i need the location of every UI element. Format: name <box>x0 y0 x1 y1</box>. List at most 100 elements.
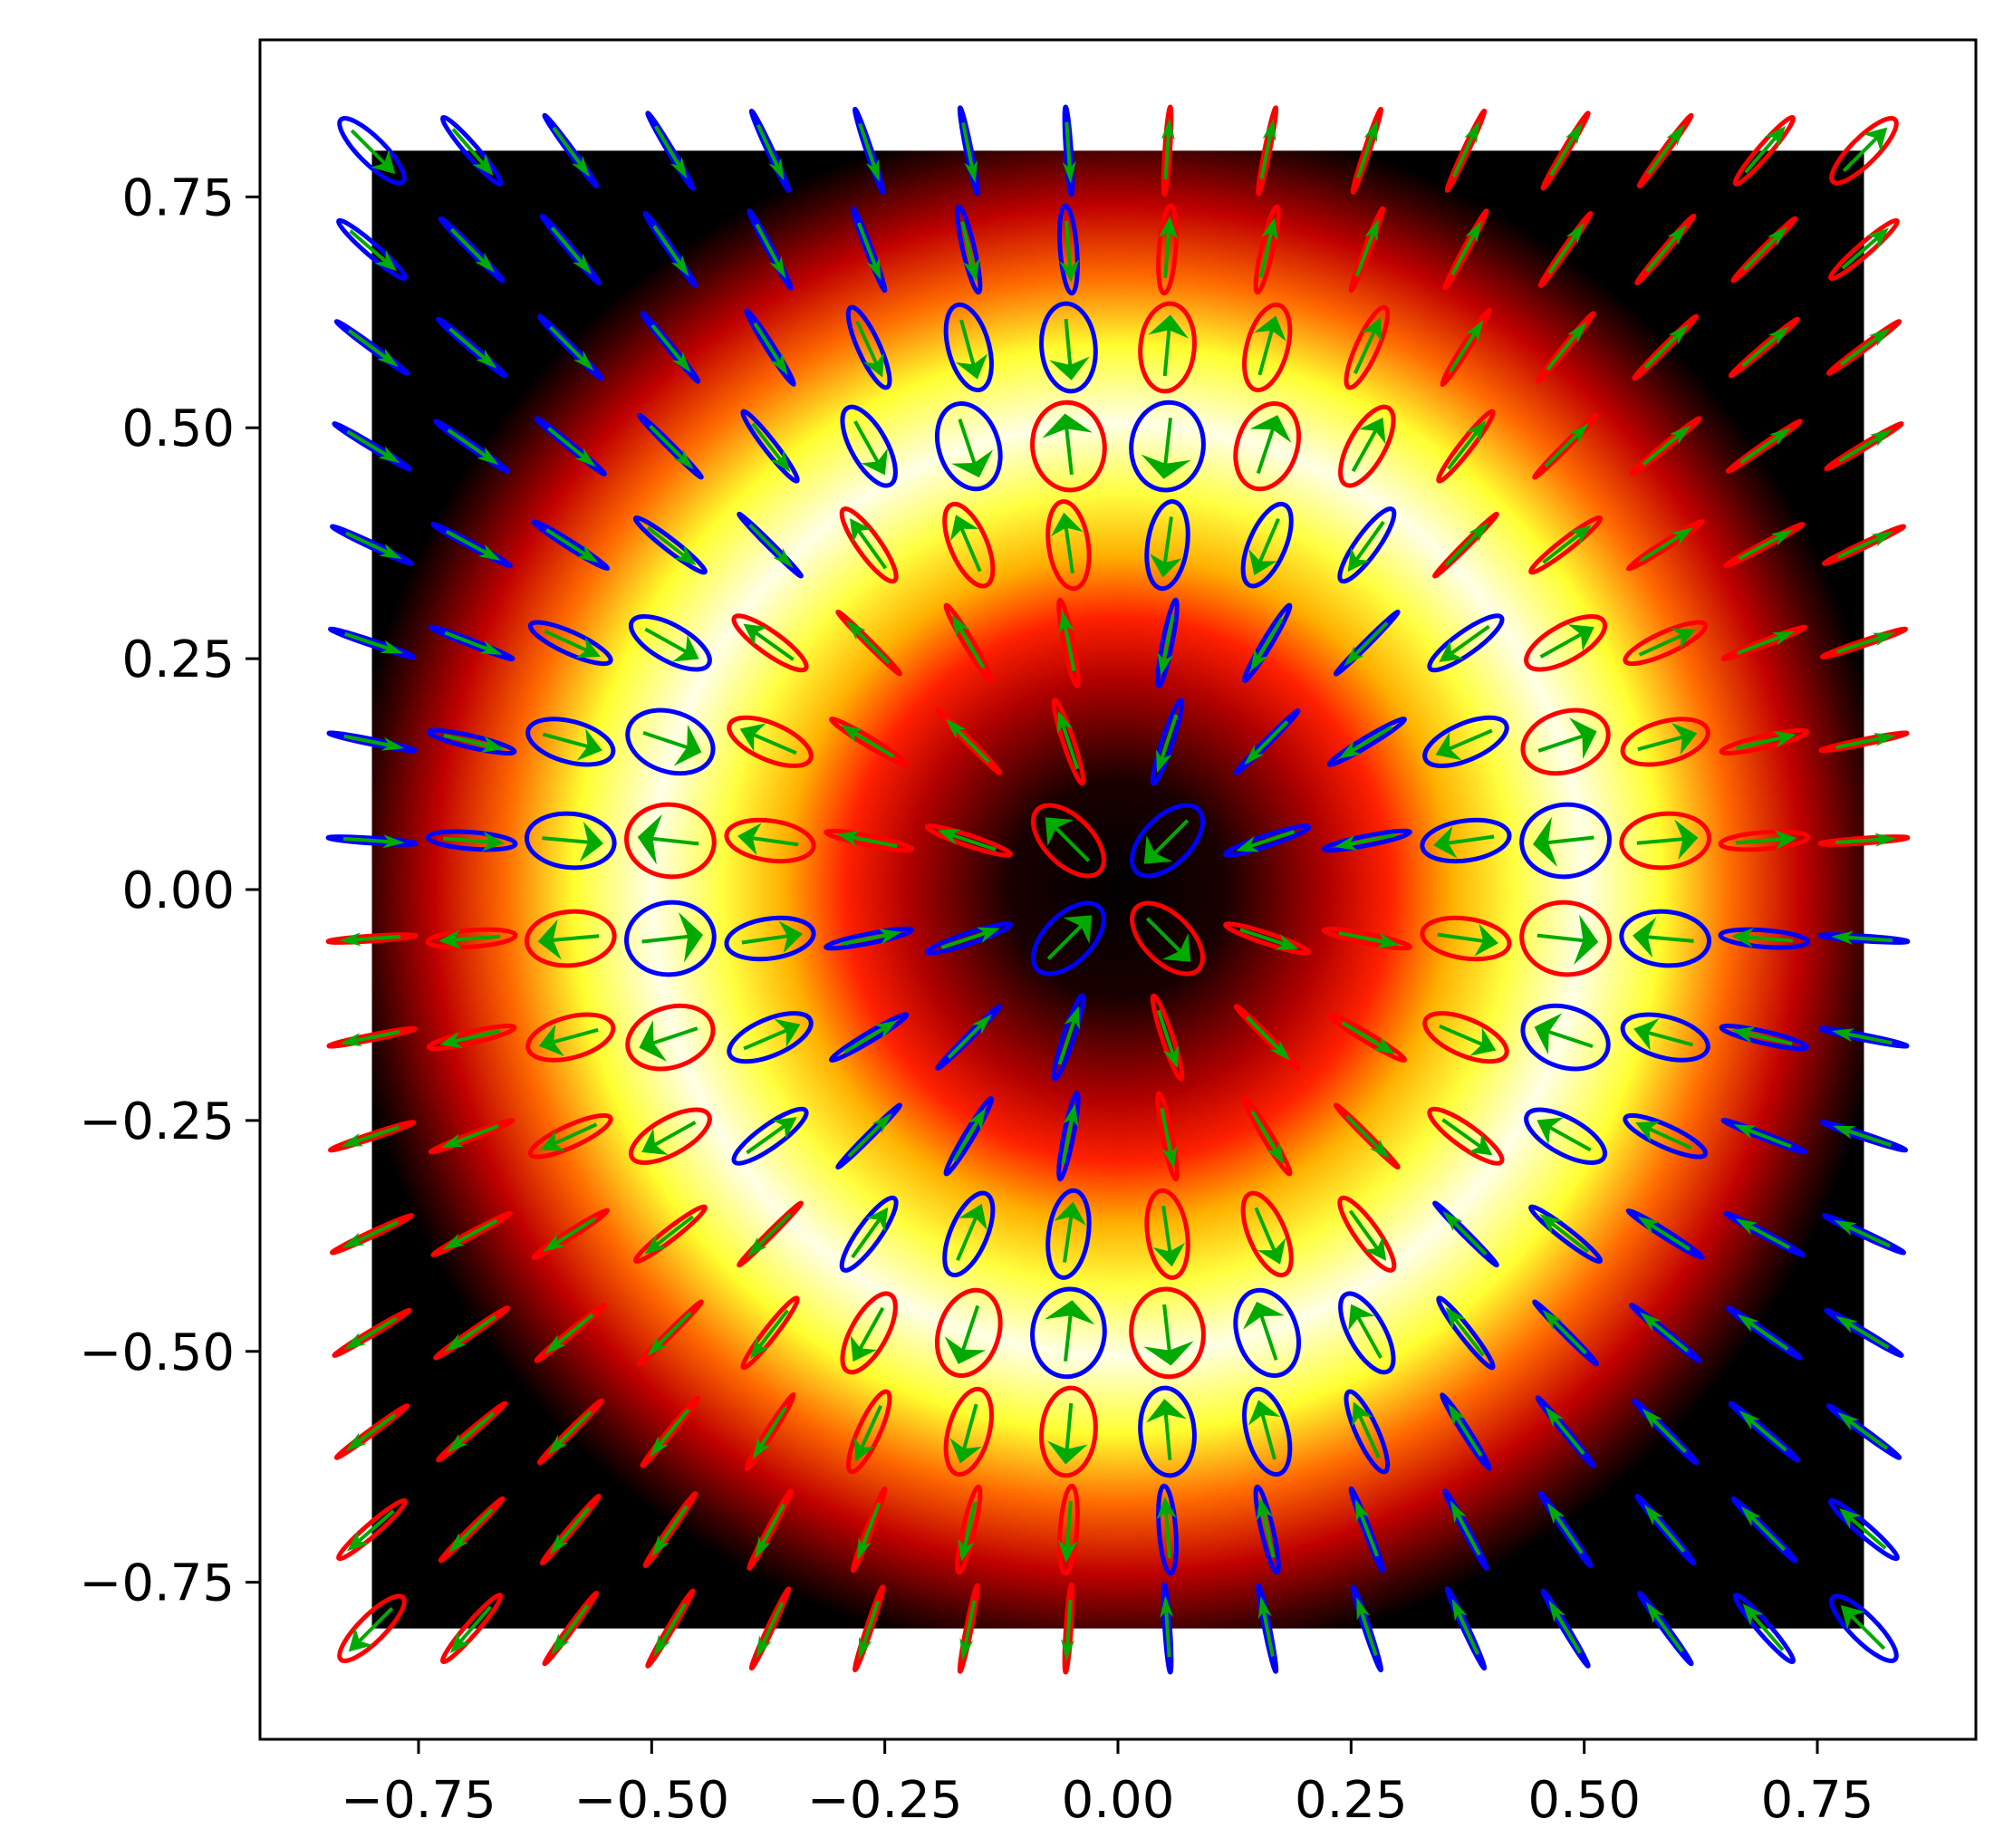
field-arrow-shaft <box>851 729 895 758</box>
field-arrow-head <box>1334 834 1358 852</box>
field-arrow-head <box>743 623 768 647</box>
polarization-ellipse <box>1240 1190 1294 1278</box>
polarization-ellipse <box>1623 620 1709 667</box>
field-arrow-shaft <box>1747 1320 1789 1351</box>
polarization-ellipse <box>436 316 508 379</box>
polarization-ellipse <box>337 116 407 186</box>
polarization-glyph <box>425 829 518 852</box>
field-arrow-shaft <box>1246 1015 1283 1053</box>
polarization-glyph <box>337 1593 407 1663</box>
field-arrow-shaft <box>449 227 487 265</box>
polarization-ellipse <box>1062 104 1075 197</box>
field-arrow-shaft <box>453 1218 498 1246</box>
polarization-ellipse <box>1233 400 1301 492</box>
polarization-glyph <box>525 1012 616 1063</box>
polarization-ellipse <box>840 404 898 488</box>
field-arrow-shaft <box>1351 428 1379 473</box>
polarization-glyph <box>1039 301 1098 394</box>
field-arrow-shaft <box>1355 1314 1382 1359</box>
field-arrow-head <box>639 1020 668 1062</box>
polarization-ellipse <box>943 1386 994 1477</box>
polarization-ellipse <box>640 311 701 384</box>
field-arrow-head <box>749 1336 771 1360</box>
field-arrow-head <box>1635 1121 1661 1142</box>
field-arrow-head <box>1733 1124 1757 1140</box>
field-arrow-head <box>752 1437 771 1460</box>
polarization-glyph <box>740 409 800 484</box>
field-arrow-head <box>653 1634 671 1657</box>
field-arrow-shaft <box>743 1027 789 1051</box>
field-arrow-head <box>1873 733 1897 746</box>
polarization-ellipse <box>943 302 994 393</box>
field-arrow-shaft <box>457 1605 492 1645</box>
field-arrow-head <box>1347 547 1371 573</box>
polarization-ellipse <box>337 1593 407 1663</box>
polarization-glyph <box>853 106 886 195</box>
polarization-glyph <box>330 524 414 566</box>
field-arrow-head <box>669 156 688 179</box>
polarization-glyph <box>1636 112 1694 188</box>
polarization-glyph <box>1519 900 1612 977</box>
field-arrow-shaft <box>855 527 888 570</box>
polarization-ellipse <box>935 1287 1003 1379</box>
field-arrow-shaft <box>1749 1612 1785 1651</box>
polarization-glyph <box>1625 519 1705 572</box>
polarization-glyph <box>1623 620 1709 667</box>
polarization-glyph <box>1030 399 1107 493</box>
field-arrow-shaft <box>746 1122 787 1155</box>
field-arrow-head <box>673 544 697 566</box>
field-arrow-head <box>549 1533 569 1555</box>
polarization-glyph <box>333 1403 410 1460</box>
field-arrow-shaft <box>1647 1221 1691 1251</box>
polarization-ellipse <box>426 1024 517 1052</box>
field-arrow-head <box>774 1018 801 1048</box>
field-arrow-shaft <box>1645 935 1694 943</box>
x-tick-label: −0.25 <box>807 1771 963 1830</box>
field-arrow-shaft <box>1064 121 1072 171</box>
polarization-glyph <box>1723 1210 1806 1257</box>
field-arrow-shaft <box>960 221 976 270</box>
polarization-glyph <box>935 400 1003 492</box>
polarization-glyph <box>642 211 698 288</box>
field-arrow-head <box>1361 317 1382 342</box>
field-arrow-shaft <box>751 732 797 756</box>
field-arrow-shaft <box>1548 1220 1590 1254</box>
field-arrow-head <box>874 1020 898 1039</box>
polarization-glyph <box>440 1593 504 1665</box>
field-arrow-head <box>951 614 970 638</box>
field-arrow-head <box>1161 1145 1178 1169</box>
polarization-ellipse <box>632 515 708 575</box>
polarization-ellipse <box>539 213 602 285</box>
polarization-glyph <box>824 926 915 951</box>
field-arrow-shaft <box>1255 617 1284 661</box>
polarization-glyph <box>527 620 613 667</box>
field-arrow-shaft <box>547 427 587 460</box>
polarization-glyph <box>1532 412 1599 480</box>
polarization-ellipse <box>1822 524 1906 566</box>
field-arrow-shaft <box>1060 722 1080 770</box>
field-arrow-head <box>1574 914 1599 966</box>
field-arrow-shaft <box>858 122 877 170</box>
field-arrow-head <box>1668 323 1689 345</box>
polarization-ellipse <box>1540 111 1591 191</box>
field-arrow-head <box>339 1033 363 1046</box>
field-arrow-head <box>1256 1497 1274 1521</box>
polarization-glyph <box>748 108 792 193</box>
field-arrow-shaft <box>959 319 976 368</box>
polarization-glyph <box>924 921 1013 956</box>
field-arrow-head <box>1257 1596 1272 1620</box>
field-arrow-head <box>644 1234 668 1255</box>
polarization-ellipse <box>1829 116 1899 186</box>
field-arrow-shaft <box>443 836 492 844</box>
polarization-ellipse <box>1344 304 1391 390</box>
field-arrow-shaft <box>1649 1319 1689 1352</box>
polarization-glyph <box>534 1303 607 1363</box>
polarization-glyph <box>1619 909 1712 968</box>
polarization-glyph <box>332 421 412 472</box>
field-arrow-shaft <box>1359 1609 1378 1657</box>
field-arrow-shaft <box>1741 332 1781 368</box>
field-arrow-head <box>449 1631 472 1654</box>
field-arrow-head <box>949 1438 982 1464</box>
field-arrow-shaft <box>1447 728 1493 752</box>
polarization-glyph <box>433 419 511 474</box>
